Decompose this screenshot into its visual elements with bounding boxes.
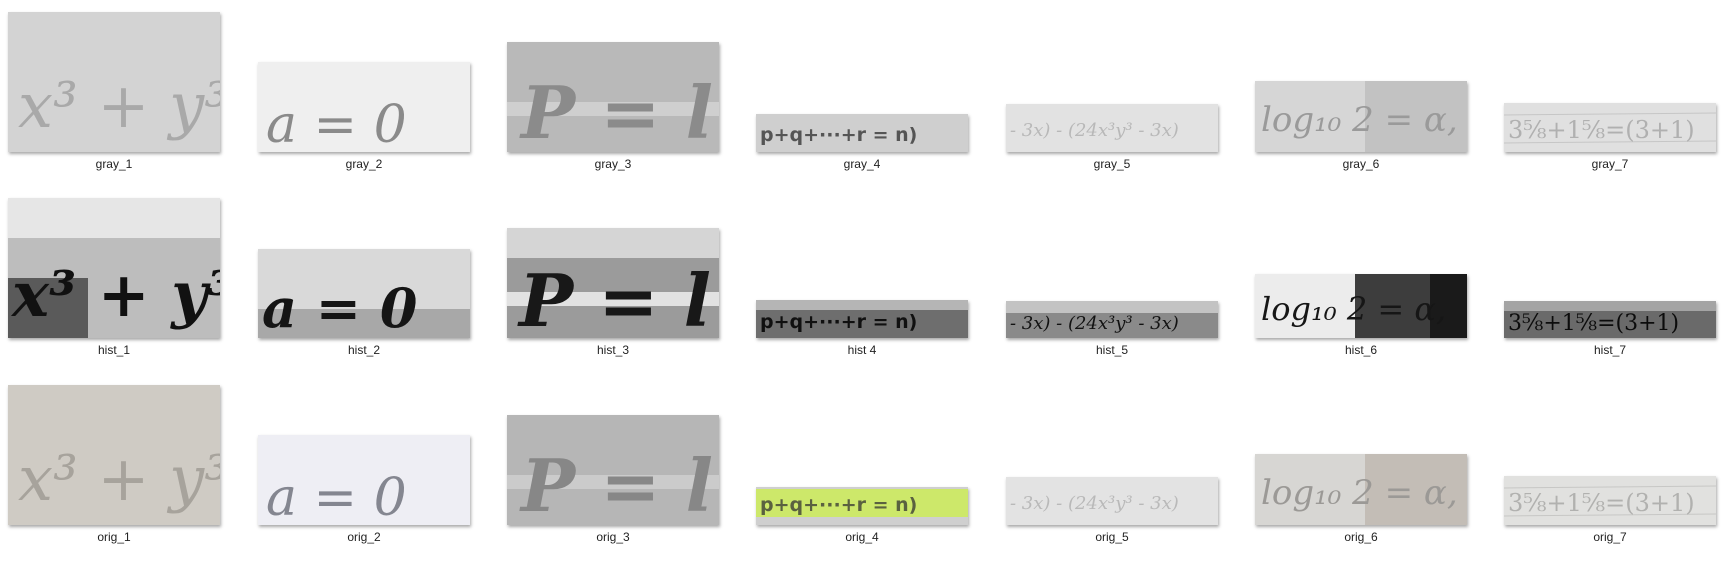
file-name: hist_5 [1095, 343, 1129, 357]
image-preview: p+q+···+r = n) [756, 300, 968, 338]
thumbnail-math-text: p+q+···+r = n) [760, 311, 917, 333]
image-preview: a = 0 [258, 62, 470, 152]
thumbnail-math-text: p+q+···+r = n) [760, 494, 917, 516]
thumbnail-hist-6[interactable]: log₁₀ 2 = α, hist_6 [1255, 268, 1467, 358]
thumbnail-math-text: a = 0 [262, 276, 417, 338]
file-name: gray_6 [1342, 157, 1380, 171]
thumbnail-math-text: x³ + y³ [18, 69, 220, 142]
thumbnail-orig-3[interactable]: P = l orig_3 [507, 409, 719, 545]
thumbnail-gray-4[interactable]: p+q+···+r = n) gray_4 [756, 108, 968, 172]
thumbnail-math-text: - 3x) - (24x³y³ - 3x) [1010, 493, 1179, 514]
thumbnail-math-text: P = l [517, 258, 711, 338]
thumbnail-math-text: p+q+···+r = n) [760, 124, 917, 146]
image-preview: 3⅝+1⅝=(3+1) [1504, 301, 1716, 338]
thumbnail-math-text: - 3x) - (24x³y³ - 3x) [1010, 313, 1179, 334]
thumbnail-hist-2[interactable]: a = 0 hist_2 [258, 243, 470, 358]
thumbnail-math-text: P = l [519, 70, 713, 152]
thumbnail-math-text: 3⅝+1⅝=(3+1) [1508, 116, 1695, 144]
thumbnail-hist-3[interactable]: P = l hist_3 [507, 222, 719, 358]
file-name: orig_5 [1095, 530, 1129, 544]
thumbnail-orig-4[interactable]: p+q+···+r = n) orig_4 [756, 481, 968, 545]
thumbnail-hist-4[interactable]: p+q+···+r = n) hist 4 [756, 294, 968, 358]
file-name: gray_5 [1093, 157, 1131, 171]
image-preview: P = l [507, 228, 719, 338]
file-name: hist_7 [1593, 343, 1627, 357]
file-name: hist_6 [1344, 343, 1378, 357]
thumbnail-gray-2[interactable]: a = 0 gray_2 [258, 56, 470, 172]
image-preview: P = l [507, 42, 719, 152]
thumbnail-math-text: 3⅝+1⅝=(3+1) [1508, 489, 1695, 517]
thumbnail-math-text: log₁₀ 2 = α, [1261, 100, 1458, 140]
thumbnail-math-text: log₁₀ 2 = α, [1261, 473, 1458, 513]
thumbnail-orig-2[interactable]: a = 0 orig_2 [258, 429, 470, 545]
file-name: hist_1 [97, 343, 131, 357]
file-name: orig_2 [347, 530, 381, 544]
image-preview: p+q+···+r = n) [756, 487, 968, 525]
image-preview: a = 0 [258, 249, 470, 338]
image-preview: log₁₀ 2 = α, [1255, 454, 1467, 525]
file-name: gray_2 [345, 157, 383, 171]
image-preview: 3⅝+1⅝=(3+1) [1504, 103, 1716, 152]
thumbnail-orig-1[interactable]: x³ + y³ orig_1 [8, 379, 220, 545]
thumbnail-math-text: x³ + y³ [10, 258, 220, 331]
file-name: gray_4 [843, 157, 881, 171]
thumbnail-gray-7[interactable]: 3⅝+1⅝=(3+1) gray_7 [1504, 97, 1716, 172]
thumbnail-orig-6[interactable]: log₁₀ 2 = α, orig_6 [1255, 448, 1467, 545]
thumbnail-orig-7[interactable]: 3⅝+1⅝=(3+1) orig_7 [1504, 470, 1716, 545]
image-preview: x³ + y³ [8, 12, 220, 152]
file-name: orig_1 [97, 530, 131, 544]
file-name: hist 4 [847, 343, 877, 357]
thumbnail-orig-5[interactable]: - 3x) - (24x³y³ - 3x) orig_5 [1006, 471, 1218, 545]
file-name: hist_3 [596, 343, 630, 357]
image-preview: log₁₀ 2 = α, [1255, 81, 1467, 152]
file-name: gray_3 [594, 157, 632, 171]
thumbnail-math-text: a = 0 [266, 95, 407, 152]
image-preview: - 3x) - (24x³y³ - 3x) [1006, 301, 1218, 338]
file-name: hist_2 [347, 343, 381, 357]
file-name: gray_1 [95, 157, 133, 171]
file-name: orig_4 [845, 530, 879, 544]
thumbnail-math-text: - 3x) - (24x³y³ - 3x) [1010, 120, 1179, 141]
thumbnail-gray-3[interactable]: P = l gray_3 [507, 36, 719, 172]
file-name: orig_3 [596, 530, 630, 544]
thumbnail-math-text: P = l [519, 443, 713, 525]
image-preview: P = l [507, 415, 719, 525]
thumbnail-hist-7[interactable]: 3⅝+1⅝=(3+1) hist_7 [1504, 295, 1716, 358]
thumbnail-math-text: 3⅝+1⅝=(3+1) [1508, 311, 1679, 336]
thumbnail-gray-1[interactable]: x³ + y³ gray_1 [8, 6, 220, 172]
file-name: orig_6 [1344, 530, 1378, 544]
image-preview: x³ + y³ [8, 385, 220, 525]
thumbnail-gray-6[interactable]: log₁₀ 2 = α, gray_6 [1255, 75, 1467, 172]
image-preview: a = 0 [258, 435, 470, 525]
image-preview: p+q+···+r = n) [756, 114, 968, 152]
image-preview: - 3x) - (24x³y³ - 3x) [1006, 104, 1218, 152]
file-name: orig_7 [1593, 530, 1627, 544]
image-preview: 3⅝+1⅝=(3+1) [1504, 476, 1716, 525]
thumbnail-hist-5[interactable]: - 3x) - (24x³y³ - 3x) hist_5 [1006, 295, 1218, 358]
file-name: gray_7 [1591, 157, 1629, 171]
image-preview: log₁₀ 2 = α, [1255, 274, 1467, 338]
thumbnail-math-text: a = 0 [266, 468, 407, 525]
thumbnail-hist-1[interactable]: x³ + y³ hist_1 [8, 192, 220, 358]
image-preview: x³ + y³ [8, 198, 220, 338]
thumbnail-gray-5[interactable]: - 3x) - (24x³y³ - 3x) gray_5 [1006, 98, 1218, 172]
thumbnail-math-text: x³ + y³ [18, 442, 220, 515]
thumbnail-math-text: log₁₀ 2 = α, [1261, 290, 1446, 328]
image-preview: - 3x) - (24x³y³ - 3x) [1006, 477, 1218, 525]
